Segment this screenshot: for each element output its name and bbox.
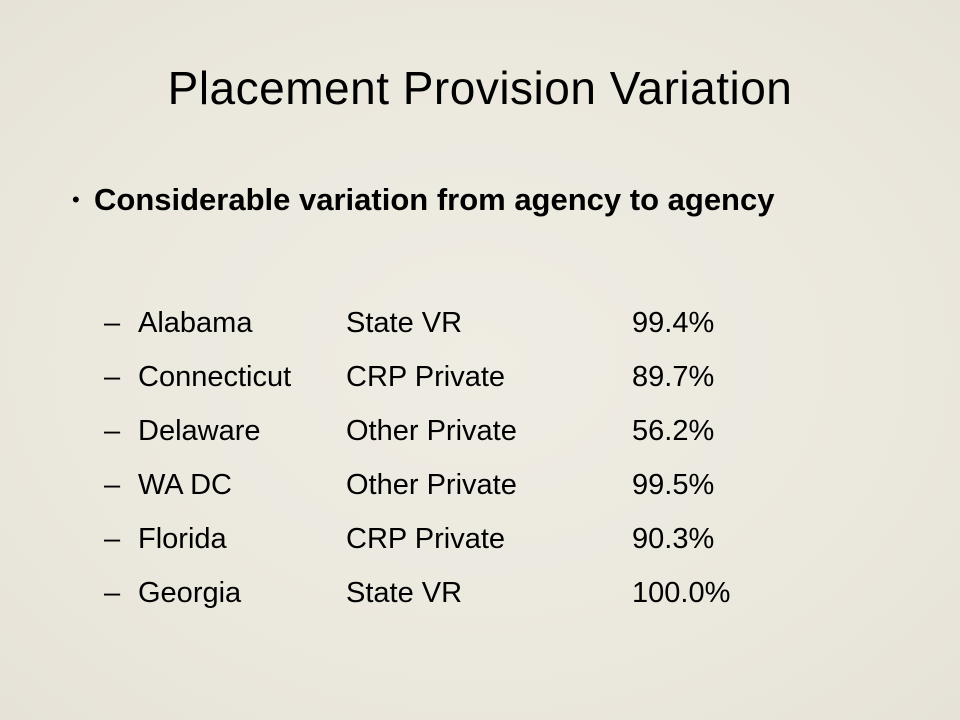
list-item: – Connecticut CRP Private 89.7% bbox=[104, 350, 824, 404]
provider-type: Other Private bbox=[346, 469, 517, 501]
state-name: Connecticut bbox=[138, 361, 292, 393]
state-name: WA DC bbox=[138, 469, 232, 501]
list-item: – WA DC Other Private 99.5% bbox=[104, 458, 824, 512]
state-name: Georgia bbox=[138, 577, 242, 609]
list-item: – Alabama State VR 99.4% bbox=[104, 296, 824, 350]
provider-type: State VR bbox=[346, 577, 463, 609]
placement-percent: 90.3% bbox=[632, 523, 715, 555]
placement-percent: 99.4% bbox=[632, 307, 715, 339]
provider-type: State VR bbox=[346, 307, 463, 339]
dash-icon: – bbox=[104, 577, 121, 609]
list-item: – Georgia State VR 100.0% bbox=[104, 566, 824, 620]
dash-icon: – bbox=[104, 415, 121, 447]
main-bullet: • Considerable variation from agency to … bbox=[72, 178, 774, 222]
dash-icon: – bbox=[104, 307, 121, 339]
slide-title: Placement Provision Variation bbox=[167, 62, 793, 114]
provider-type: CRP Private bbox=[346, 361, 506, 393]
main-bullet-text: Considerable variation from agency to ag… bbox=[94, 182, 775, 217]
agency-list: – Alabama State VR 99.4% – Connecticut C… bbox=[104, 296, 824, 620]
placement-percent: 56.2% bbox=[632, 415, 715, 447]
placement-percent: 100.0% bbox=[632, 577, 731, 609]
dash-icon: – bbox=[104, 361, 121, 393]
provider-type: CRP Private bbox=[346, 523, 506, 555]
provider-type: Other Private bbox=[346, 415, 517, 447]
state-name: Alabama bbox=[138, 307, 253, 339]
placement-percent: 89.7% bbox=[632, 361, 715, 393]
list-item: – Florida CRP Private 90.3% bbox=[104, 512, 824, 566]
list-item: – Delaware Other Private 56.2% bbox=[104, 404, 824, 458]
bullet-dot-icon: • bbox=[72, 187, 80, 212]
state-name: Delaware bbox=[138, 415, 261, 447]
dash-icon: – bbox=[104, 469, 121, 501]
placement-percent: 99.5% bbox=[632, 469, 715, 501]
dash-icon: – bbox=[104, 523, 121, 555]
state-name: Florida bbox=[138, 523, 227, 555]
